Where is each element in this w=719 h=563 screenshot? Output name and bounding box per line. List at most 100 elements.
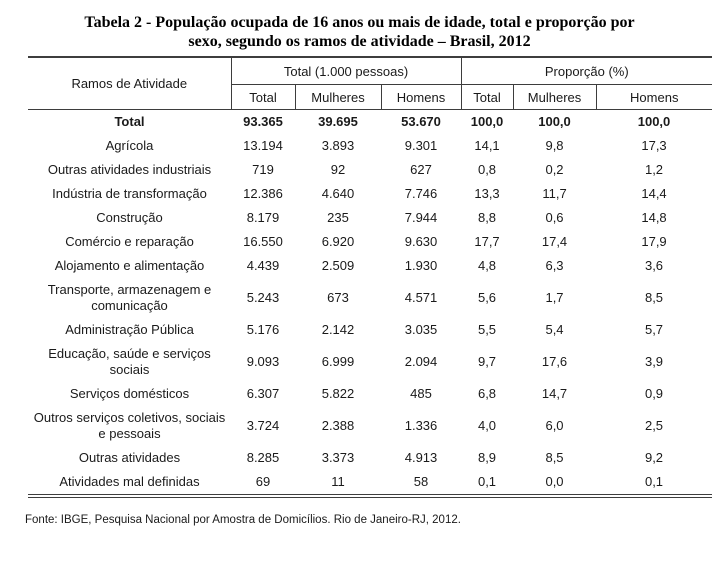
cell-total-thousands: 719 xyxy=(252,162,274,177)
cell-mulheres-percent: 11,7 xyxy=(542,186,567,201)
cell-mulheres-thousands: 5.822 xyxy=(321,386,355,401)
table-body: Total 93.365 39.695 53.670 100,0 100,0 1… xyxy=(28,110,712,497)
cell-total-thousands: 8.179 xyxy=(246,210,280,225)
table-row: Atividades mal definidas 69 11 58 0,1 0,… xyxy=(28,470,712,496)
cell-homens-percent: 100,0 xyxy=(637,114,671,129)
cell-total-percent: 4,0 xyxy=(477,418,497,433)
row-label: Construção xyxy=(96,210,163,225)
cell-homens-percent: 17,3 xyxy=(641,138,667,153)
table-title-line-2: sexo, segundo os ramos de atividade – Br… xyxy=(188,33,531,50)
cell-total-thousands: 12.386 xyxy=(243,186,283,201)
subheader-homens-pct: Homens xyxy=(595,84,713,110)
cell-mulheres-thousands: 39.695 xyxy=(318,114,358,129)
cell-homens-percent: 3,9 xyxy=(644,354,664,369)
cell-homens-thousands: 3.035 xyxy=(404,322,438,337)
row-label: Outras atividades xyxy=(78,450,181,465)
subheader-mulheres-pct: Mulheres xyxy=(512,84,597,110)
cell-total-thousands: 93.365 xyxy=(243,114,283,129)
cell-homens-percent: 14,8 xyxy=(641,210,667,225)
group-header-proporcao: Proporção (%) xyxy=(460,57,713,85)
cell-mulheres-percent: 14,7 xyxy=(541,386,568,401)
cell-mulheres-thousands: 2.388 xyxy=(321,418,355,433)
cell-homens-thousands: 7.746 xyxy=(404,186,438,201)
cell-total-percent: 100,0 xyxy=(470,114,504,129)
subheader-homens-abs: Homens xyxy=(380,84,462,110)
header-group-row: Ramos de Atividade Total (1.000 pessoas)… xyxy=(28,57,713,110)
table-title: Tabela 2 - População ocupada de 16 anos … xyxy=(20,13,700,51)
row-label: Atividades mal definidas xyxy=(59,474,200,489)
table-header: Ramos de Atividade Total (1.000 pessoas)… xyxy=(28,57,713,110)
row-label: Agrícola xyxy=(105,138,154,153)
cell-total-thousands: 8.285 xyxy=(246,450,280,465)
cell-homens-percent: 17,9 xyxy=(641,234,667,249)
cell-total-percent: 8,9 xyxy=(477,450,497,465)
table-row: Outras atividades industriais 719 92 627… xyxy=(28,158,712,182)
group-header-total-1000-pessoas: Total (1.000 pessoas) xyxy=(231,57,462,85)
cell-mulheres-thousands: 3.893 xyxy=(321,138,355,153)
cell-mulheres-percent: 17,4 xyxy=(541,234,568,249)
cell-total-percent: 14,1 xyxy=(474,138,500,153)
table-row: Outras atividades 8.285 3.373 4.913 8,9 … xyxy=(28,446,712,470)
cell-total-thousands: 13.194 xyxy=(243,138,283,153)
cell-mulheres-percent: 8,5 xyxy=(545,450,564,465)
table-row: Construção 8.179 235 7.944 8,8 0,6 14,8 xyxy=(28,206,712,230)
row-label: Educação, saúde e serviços sociais xyxy=(48,346,211,377)
row-label: Indústria de transformação xyxy=(52,186,207,201)
cell-homens-percent: 1,2 xyxy=(644,162,664,177)
cell-mulheres-thousands: 2.509 xyxy=(321,258,355,273)
cell-mulheres-percent: 6,0 xyxy=(545,418,564,433)
cell-homens-thousands: 58 xyxy=(413,474,429,489)
cell-homens-percent: 14,4 xyxy=(641,186,667,201)
cell-homens-percent: 9,2 xyxy=(644,450,664,465)
source-note: Fonte: IBGE, Pesquisa Nacional por Amost… xyxy=(25,514,461,526)
cell-homens-thousands: 53.670 xyxy=(401,114,441,129)
cell-homens-percent: 5,7 xyxy=(644,322,664,337)
cell-mulheres-percent: 6,3 xyxy=(545,258,564,273)
cell-homens-percent: 8,5 xyxy=(644,290,664,305)
row-label: Serviços domésticos xyxy=(69,386,190,401)
table-row: Transporte, armazenagem e comunicação 5.… xyxy=(28,278,712,318)
cell-total-percent: 0,1 xyxy=(477,474,497,489)
table-title-line-1: Tabela 2 - População ocupada de 16 anos … xyxy=(84,14,635,31)
cell-mulheres-percent: 0,6 xyxy=(545,210,564,225)
cell-homens-percent: 0,1 xyxy=(644,474,664,489)
cell-total-percent: 13,3 xyxy=(474,186,500,201)
cell-mulheres-percent: 0,0 xyxy=(545,474,564,489)
row-label: Administração Pública xyxy=(65,322,194,337)
table-row: Outros serviços coletivos, sociais e pes… xyxy=(28,406,712,446)
cell-mulheres-percent: 0,2 xyxy=(545,162,564,177)
cell-homens-thousands: 1.930 xyxy=(404,258,438,273)
cell-mulheres-percent: 5,4 xyxy=(545,322,564,337)
cell-homens-percent: 3,6 xyxy=(644,258,664,273)
cell-mulheres-thousands: 11 xyxy=(331,474,345,489)
subheader-total-abs: Total xyxy=(231,84,295,110)
cell-mulheres-percent: 1,7 xyxy=(545,290,564,305)
cell-homens-thousands: 4.913 xyxy=(404,450,438,465)
header-sub-row: Total Mulheres Homens Total Mulheres Hom… xyxy=(28,84,713,110)
table-row: Total 93.365 39.695 53.670 100,0 100,0 1… xyxy=(28,110,712,135)
cell-mulheres-thousands: 4.640 xyxy=(321,186,355,201)
cell-total-thousands: 5.243 xyxy=(246,290,280,305)
subheader-mulheres-abs: Mulheres xyxy=(294,84,381,110)
row-label: Transporte, armazenagem e comunicação xyxy=(47,282,212,313)
cell-mulheres-thousands: 235 xyxy=(327,210,349,225)
cell-mulheres-thousands: 6.920 xyxy=(321,234,355,249)
cell-homens-thousands: 1.336 xyxy=(404,418,438,433)
cell-mulheres-percent: 9,8 xyxy=(545,138,564,153)
cell-mulheres-percent: 100,0 xyxy=(538,114,571,129)
table-row: Alojamento e alimentação 4.439 2.509 1.9… xyxy=(28,254,712,278)
row-label: Comércio e reparação xyxy=(65,234,194,249)
cell-total-thousands: 69 xyxy=(255,474,271,489)
cell-total-percent: 5,6 xyxy=(477,290,497,305)
cell-total-percent: 8,8 xyxy=(477,210,497,225)
cell-total-thousands: 4.439 xyxy=(246,258,280,273)
cell-total-percent: 0,8 xyxy=(477,162,497,177)
cell-total-thousands: 5.176 xyxy=(246,322,280,337)
cell-total-thousands: 16.550 xyxy=(243,234,283,249)
table-row: Indústria de transformação 12.386 4.640 … xyxy=(28,182,712,206)
cell-homens-thousands: 485 xyxy=(410,386,432,401)
cell-homens-thousands: 627 xyxy=(410,162,432,177)
table-row: Educação, saúde e serviços sociais 9.093… xyxy=(28,342,712,382)
row-label: Total xyxy=(114,114,145,129)
cell-total-thousands: 9.093 xyxy=(246,354,280,369)
